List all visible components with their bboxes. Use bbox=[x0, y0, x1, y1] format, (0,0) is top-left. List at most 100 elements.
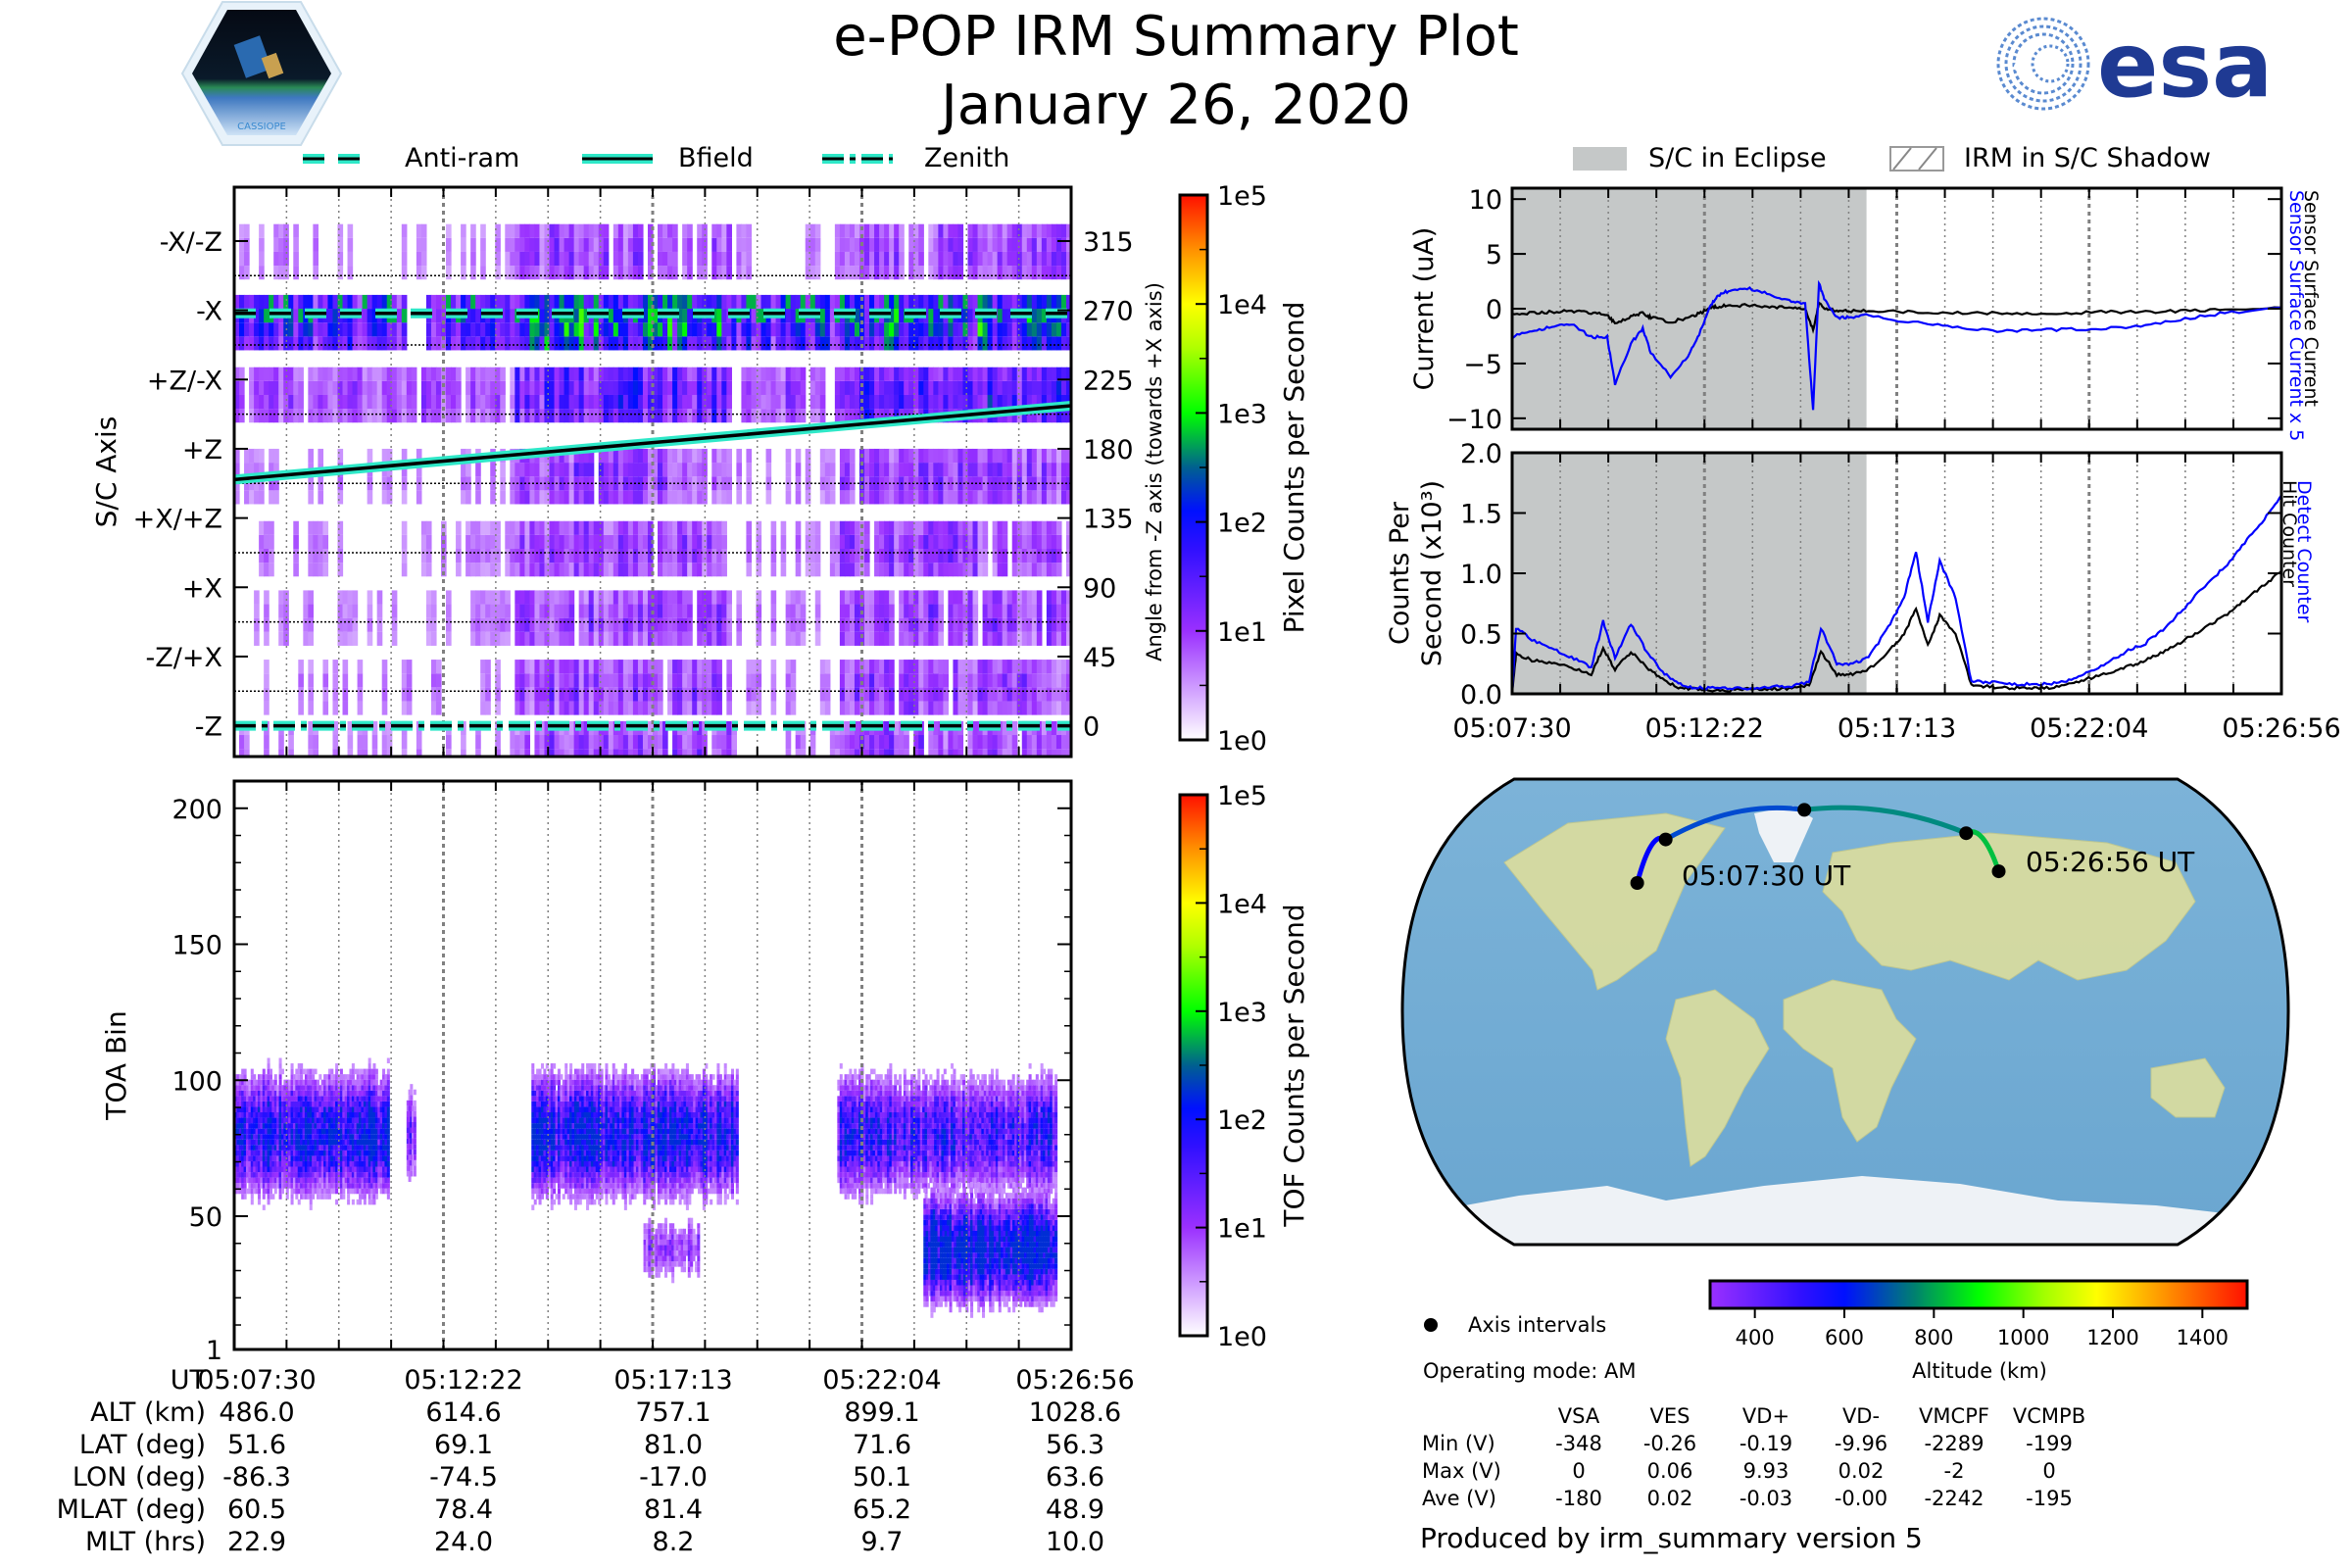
heatmap-cell bbox=[318, 1139, 322, 1146]
heatmap-cell bbox=[1065, 520, 1071, 535]
heatmap-cell bbox=[1060, 749, 1067, 757]
heatmap-cell bbox=[603, 476, 610, 491]
heatmap-cell bbox=[904, 322, 909, 337]
heatmap-cell bbox=[879, 266, 885, 280]
heatmap-cell bbox=[894, 549, 900, 564]
heatmap-cell bbox=[770, 660, 777, 674]
heatmap-cell bbox=[849, 749, 856, 757]
heatmap-cell bbox=[598, 673, 605, 688]
heatmap-cell bbox=[874, 631, 880, 646]
heatmap-cell bbox=[559, 322, 565, 337]
heatmap-cell bbox=[637, 687, 644, 702]
heatmap-cell bbox=[1021, 476, 1028, 491]
heatmap-cell bbox=[824, 322, 831, 337]
heatmap-cell bbox=[254, 604, 260, 618]
heatmap-cell bbox=[637, 223, 644, 238]
heatmap-cell bbox=[957, 762, 963, 776]
heatmap-cell bbox=[322, 380, 329, 395]
heatmap-cell bbox=[653, 701, 659, 715]
heatmap-cell bbox=[622, 266, 629, 280]
heatmap-cell bbox=[283, 1128, 287, 1135]
heatmap-cell bbox=[250, 1150, 254, 1156]
heatmap-cell bbox=[854, 520, 860, 535]
heatmap-cell bbox=[307, 1074, 311, 1080]
heatmap-cell bbox=[265, 1096, 269, 1102]
heatmap-cell bbox=[313, 549, 318, 564]
heatmap-cell bbox=[307, 1112, 311, 1118]
heatmap-cell bbox=[362, 409, 368, 423]
heatmap-cell bbox=[1051, 534, 1057, 550]
heatmap-cell bbox=[309, 1155, 313, 1161]
heatmap-cell bbox=[923, 604, 929, 618]
heatmap-cell bbox=[262, 1068, 266, 1075]
heatmap-cell bbox=[1036, 448, 1043, 464]
heatmap-cell bbox=[869, 237, 875, 252]
heatmap-cell bbox=[642, 660, 649, 674]
heatmap-cell bbox=[795, 631, 802, 646]
heatmap-cell bbox=[957, 631, 964, 646]
heatmap-cell bbox=[721, 448, 727, 464]
heatmap-cell bbox=[554, 322, 561, 337]
heatmap-cell bbox=[381, 660, 388, 674]
heatmap-cell bbox=[514, 251, 520, 267]
heatmap-cell bbox=[864, 563, 870, 577]
heatmap-cell bbox=[529, 563, 536, 577]
heatmap-cell bbox=[756, 367, 762, 381]
heatmap-cell bbox=[943, 490, 950, 505]
heatmap-cell bbox=[608, 749, 614, 757]
heatmap-cell bbox=[957, 490, 964, 505]
heatmap-cell bbox=[245, 1177, 250, 1184]
heatmap-cell bbox=[1051, 490, 1057, 505]
heatmap-cell bbox=[322, 336, 329, 351]
heatmap-cell bbox=[609, 762, 614, 776]
heatmap-cell bbox=[564, 549, 570, 564]
heatmap-cell bbox=[593, 394, 600, 410]
heatmap-cell bbox=[731, 735, 737, 750]
heatmap-cell bbox=[1047, 762, 1053, 776]
heatmap-cell bbox=[884, 631, 890, 646]
heatmap-cell bbox=[446, 394, 452, 410]
heatmap-cell bbox=[519, 367, 525, 381]
heatmap-cell bbox=[874, 660, 880, 674]
heatmap-cell bbox=[425, 322, 432, 337]
heatmap-cell bbox=[539, 251, 546, 267]
heatmap-cell bbox=[943, 520, 950, 535]
heatmap-cell bbox=[795, 563, 802, 577]
heatmap-cell bbox=[593, 701, 600, 715]
heatmap-cell bbox=[264, 394, 270, 410]
heatmap-cell bbox=[578, 631, 585, 646]
heatmap-cell bbox=[276, 1106, 280, 1113]
heatmap-cell bbox=[376, 631, 383, 646]
heatmap-cell bbox=[308, 673, 314, 688]
heatmap-cell bbox=[653, 322, 659, 337]
heatmap-cell bbox=[255, 1139, 259, 1146]
heatmap-cell bbox=[534, 463, 541, 477]
heatmap-cell bbox=[352, 367, 359, 381]
heatmap-cell bbox=[1060, 380, 1067, 395]
heatmap-cell bbox=[598, 660, 605, 674]
heatmap-cell bbox=[255, 1112, 259, 1118]
heatmap-cell bbox=[560, 762, 565, 776]
heatmap-cell bbox=[889, 490, 895, 505]
heatmap-cell bbox=[899, 534, 905, 550]
heatmap-cell bbox=[262, 1134, 266, 1140]
heatmap-cell bbox=[308, 563, 314, 577]
heatmap-cell bbox=[953, 367, 959, 381]
heatmap-cell bbox=[814, 266, 821, 280]
heatmap-cell bbox=[716, 394, 722, 410]
heatmap-cell bbox=[770, 701, 777, 715]
heatmap-cell bbox=[864, 735, 870, 750]
heatmap-cell bbox=[1051, 749, 1057, 757]
heatmap-cell bbox=[834, 294, 841, 310]
heatmap-cell bbox=[702, 409, 708, 423]
heatmap-cell bbox=[475, 762, 481, 776]
heatmap-cell bbox=[451, 336, 457, 351]
heatmap-cell bbox=[583, 266, 590, 280]
heatmap-cell bbox=[255, 1155, 259, 1161]
heatmap-cell bbox=[244, 266, 250, 280]
heatmap-cell bbox=[632, 563, 639, 577]
heatmap-cell bbox=[972, 394, 979, 410]
heatmap-cell bbox=[500, 322, 506, 337]
heatmap-cell bbox=[466, 322, 471, 337]
heatmap-cell bbox=[884, 380, 890, 395]
